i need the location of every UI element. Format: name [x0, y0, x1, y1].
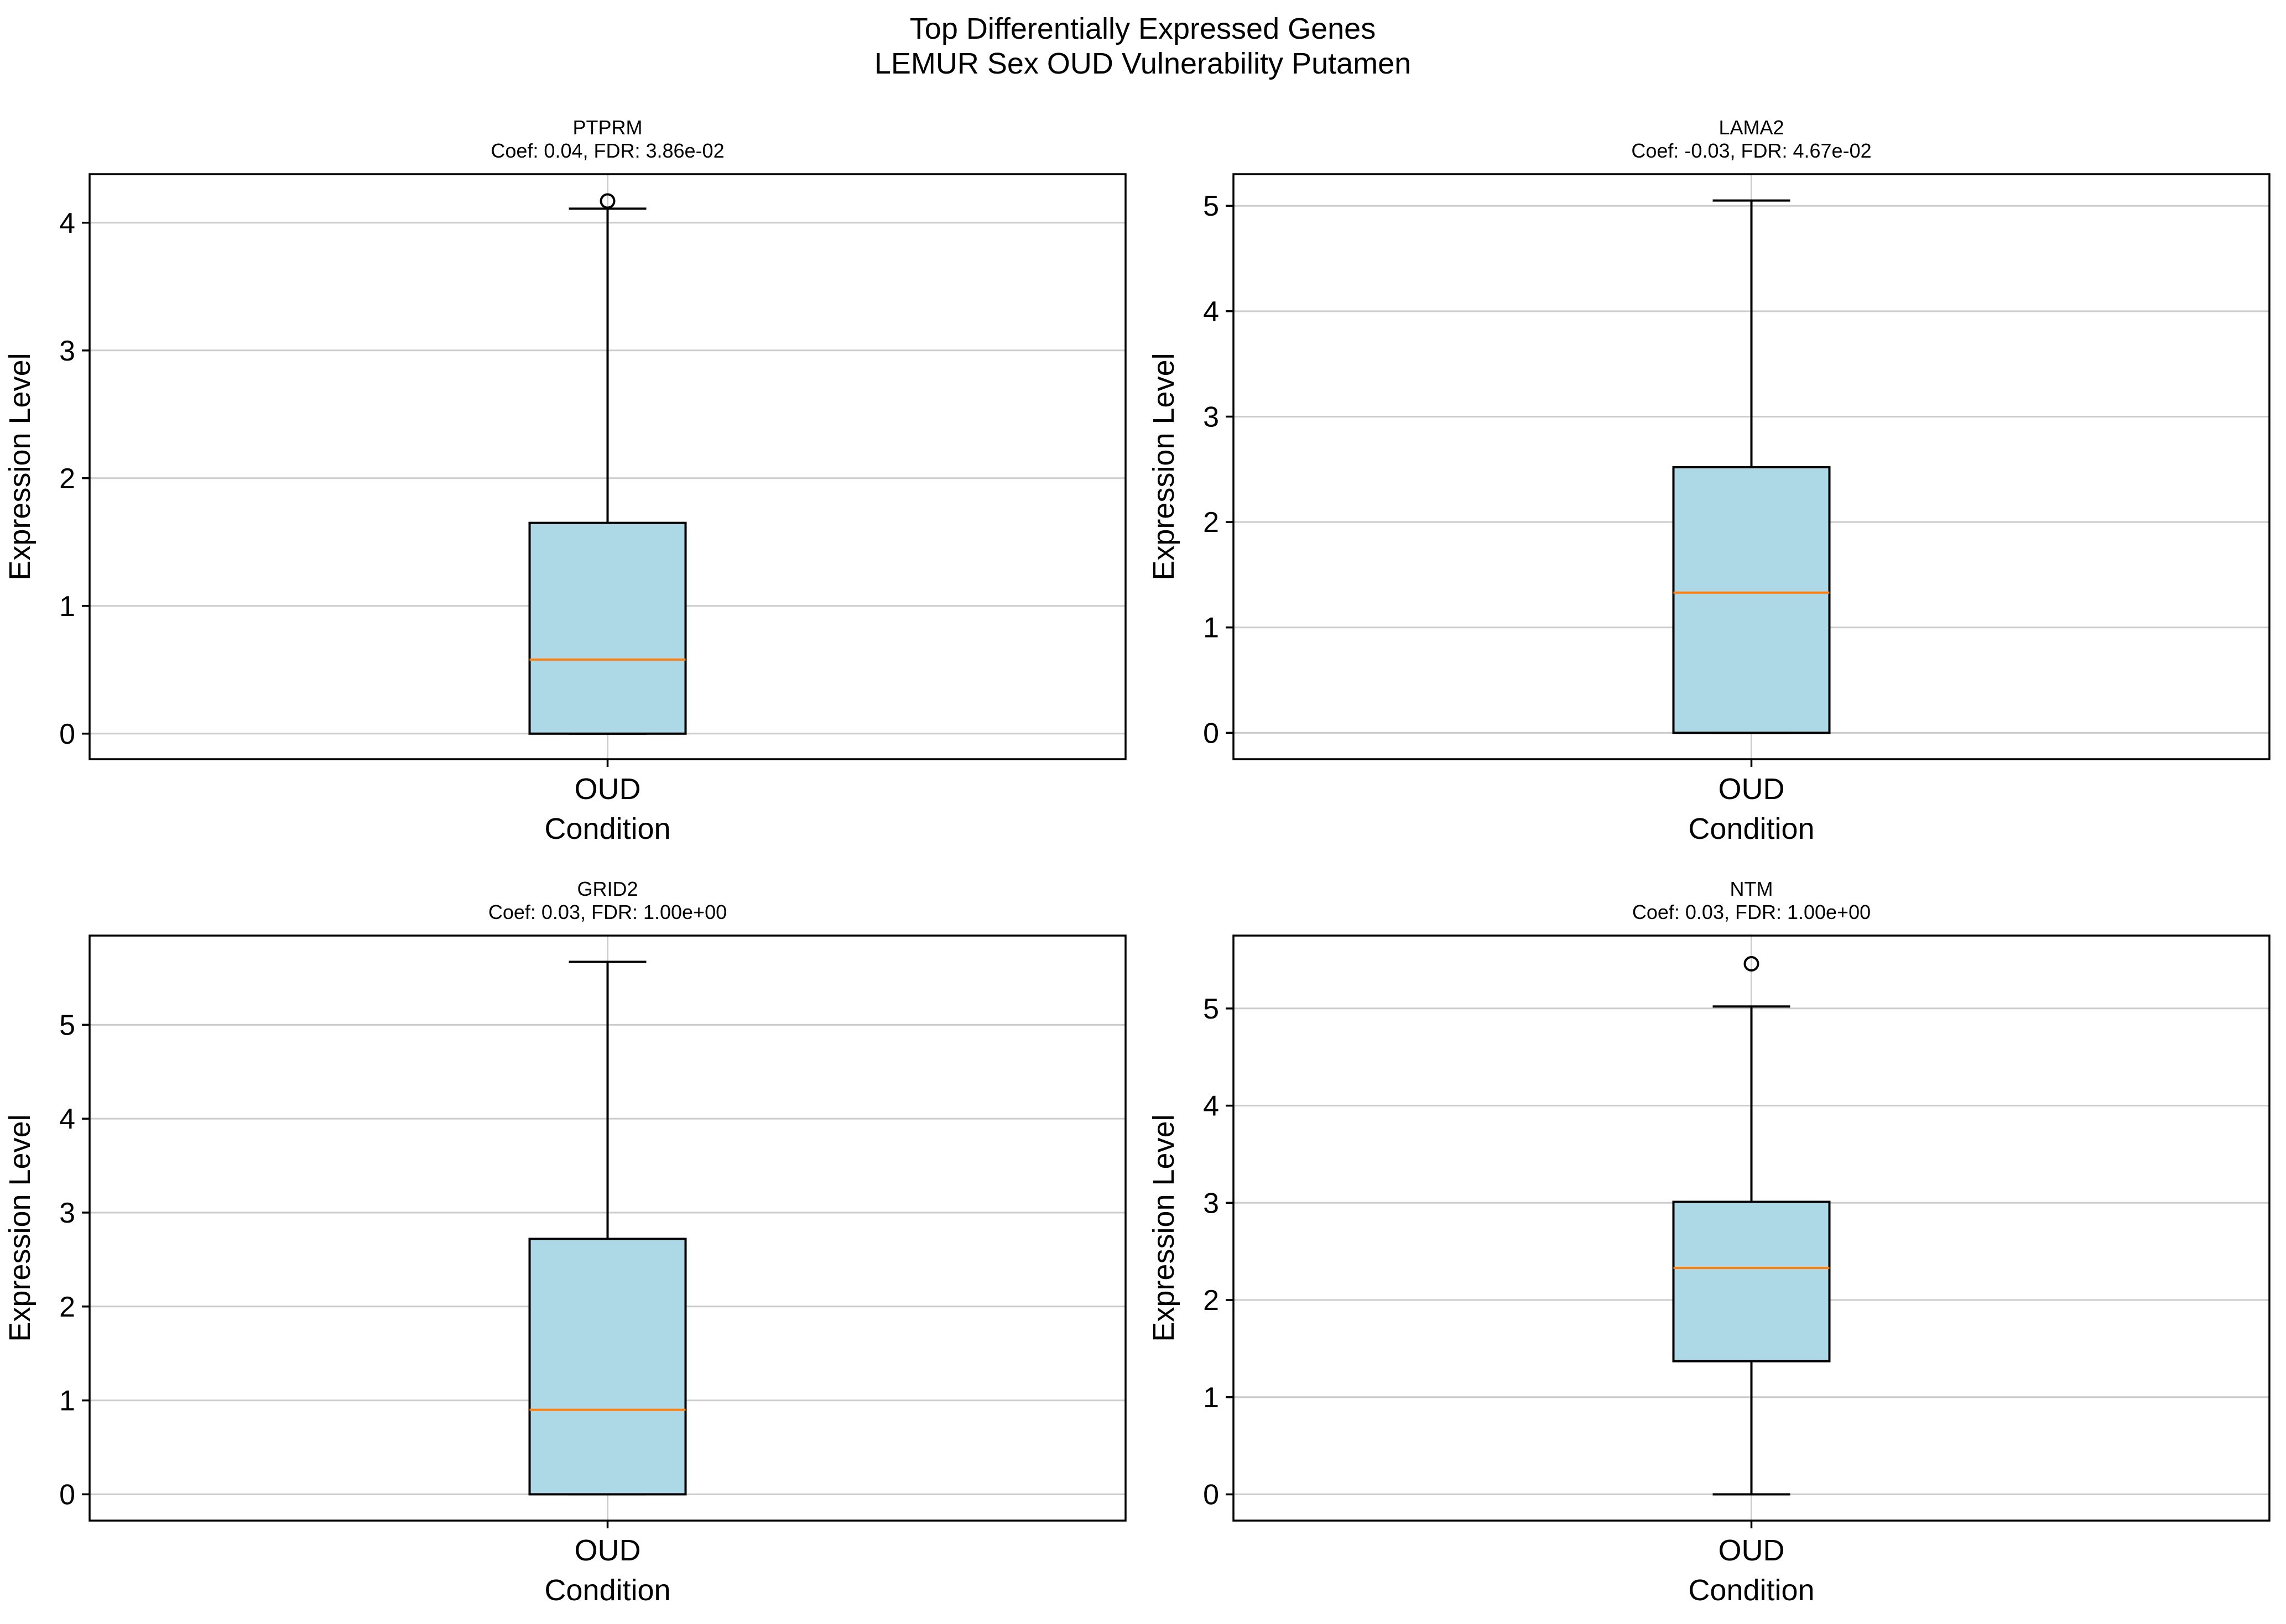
y-tick-label: 0 — [1203, 717, 1219, 749]
y-tick-label: 1 — [1203, 612, 1219, 644]
y-tick-label: 5 — [1203, 190, 1219, 222]
y-tick-label: 3 — [1203, 401, 1219, 433]
panel-subtitle: Coef: 0.04, FDR: 3.86e-02 — [491, 139, 724, 162]
x-tick-label: OUD — [1719, 1534, 1785, 1567]
box-iqr — [528, 1237, 687, 1496]
outlier-point — [600, 193, 616, 209]
box-iqr — [1672, 466, 1831, 734]
plot-frame — [1232, 934, 2271, 1522]
x-axis-label: Condition — [544, 812, 670, 845]
figure-title-line-1: Top Differentially Expressed Genes — [910, 12, 1376, 45]
x-axis-label: Condition — [1688, 1574, 1814, 1607]
y-tick-label: 5 — [1203, 993, 1219, 1025]
y-tick-label: 4 — [1203, 296, 1219, 328]
figure-title-line-2: LEMUR Sex OUD Vulnerability Putamen — [874, 47, 1411, 80]
box-iqr — [528, 521, 687, 735]
y-tick-label: 0 — [59, 1479, 75, 1511]
y-axis-label: Expression Level — [1147, 353, 1180, 580]
x-tick-label: OUD — [1719, 772, 1785, 806]
plot-frame — [1232, 173, 2271, 760]
plot-frame — [88, 934, 1127, 1522]
y-tick-label: 2 — [59, 1291, 75, 1323]
x-axis-label: Condition — [544, 1574, 670, 1607]
y-tick-label: 4 — [1203, 1090, 1219, 1122]
y-tick-label: 3 — [59, 335, 75, 367]
y-tick-label: 4 — [59, 1103, 75, 1135]
panel-subtitle: Coef: 0.03, FDR: 1.00e+00 — [1632, 901, 1871, 923]
box-iqr — [1672, 1200, 1831, 1362]
y-tick-label: 5 — [59, 1009, 75, 1041]
y-tick-label: 1 — [59, 1385, 75, 1417]
y-axis-label: Expression Level — [3, 353, 37, 580]
y-axis-label: Expression Level — [3, 1114, 37, 1341]
panel-title: GRID2 — [577, 878, 638, 900]
y-tick-label: 2 — [59, 463, 75, 495]
y-tick-label: 0 — [1203, 1479, 1219, 1511]
x-axis-label: Condition — [1688, 812, 1814, 845]
y-tick-label: 4 — [59, 207, 75, 239]
x-tick-label: OUD — [575, 772, 641, 806]
y-tick-label: 1 — [59, 591, 75, 623]
panel-title: LAMA2 — [1719, 116, 1784, 139]
panel-title: NTM — [1730, 878, 1773, 900]
x-tick-label: OUD — [575, 1534, 641, 1567]
panel-subtitle: Coef: 0.03, FDR: 1.00e+00 — [488, 901, 727, 923]
y-tick-label: 3 — [59, 1197, 75, 1229]
panel-title: PTPRM — [573, 116, 643, 139]
panel-subtitle: Coef: -0.03, FDR: 4.67e-02 — [1631, 139, 1871, 162]
y-tick-label: 2 — [1203, 506, 1219, 539]
y-axis-label: Expression Level — [1147, 1114, 1180, 1341]
plot-frame — [88, 173, 1127, 760]
y-tick-label: 1 — [1203, 1382, 1219, 1414]
outlier-point — [1743, 955, 1759, 972]
y-tick-label: 3 — [1203, 1187, 1219, 1219]
y-tick-label: 0 — [59, 718, 75, 750]
y-tick-label: 2 — [1203, 1284, 1219, 1317]
